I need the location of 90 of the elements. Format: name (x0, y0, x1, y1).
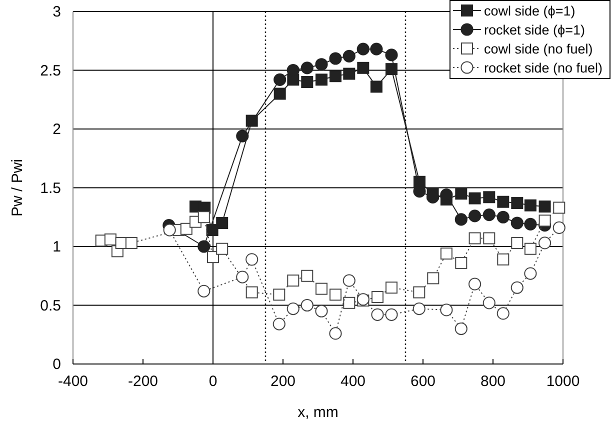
point (538, 200, 551, 213)
point (246, 286, 258, 298)
y-tick-label: 0.5 (40, 297, 61, 314)
point (371, 308, 384, 321)
y-axis-title: Pw / Pwi (9, 158, 26, 217)
point (455, 256, 468, 269)
legend-label: cowl side (ϕ=1) (484, 4, 576, 18)
point (274, 88, 286, 100)
point (427, 272, 440, 284)
x-tick-label: 800 (480, 373, 506, 390)
point (180, 222, 192, 235)
point (524, 242, 536, 255)
point (511, 197, 524, 210)
point (483, 232, 496, 244)
point (300, 298, 314, 312)
point (163, 224, 176, 236)
point (125, 236, 138, 249)
point (343, 296, 356, 309)
point (497, 196, 510, 208)
point (511, 236, 524, 249)
x-tick-label: -200 (128, 373, 158, 390)
legend-label: rocket side (no fuel) (484, 60, 603, 76)
point (386, 63, 398, 76)
point (553, 202, 566, 214)
x-axis-title: x, mm (298, 404, 338, 421)
point (286, 302, 300, 316)
point (468, 210, 482, 222)
point (412, 302, 426, 316)
point (510, 216, 524, 230)
point (385, 48, 398, 62)
point (552, 221, 566, 234)
x-tick-label: -400 (58, 373, 88, 390)
point (301, 76, 314, 88)
y-tick-label: 0 (52, 356, 61, 373)
point (287, 274, 300, 287)
point (524, 218, 537, 230)
x-tick-label: 0 (208, 373, 218, 390)
y-tick-label: 1.5 (40, 180, 61, 197)
point (301, 270, 314, 282)
point (329, 52, 342, 65)
point (510, 281, 524, 294)
point (315, 58, 328, 71)
point (524, 199, 536, 212)
point (497, 253, 510, 266)
point (236, 130, 249, 142)
y-tick-label: 1 (52, 238, 61, 256)
point (468, 278, 482, 290)
point (343, 68, 356, 80)
x-tick-label: 400 (340, 373, 366, 390)
point (482, 296, 496, 310)
point (300, 62, 314, 74)
point (315, 304, 328, 318)
legend-label: rocket side (ϕ=1) (484, 22, 585, 38)
point (468, 192, 481, 204)
point (482, 208, 496, 222)
point (455, 188, 468, 200)
point (216, 242, 228, 255)
x-tick-label: 600 (410, 373, 436, 390)
point (440, 248, 452, 260)
x-tick-label: 200 (270, 373, 296, 390)
point (216, 217, 228, 229)
point (274, 73, 286, 86)
point (198, 211, 210, 224)
point (370, 42, 383, 56)
point (330, 70, 342, 82)
point (440, 304, 453, 316)
point (273, 288, 286, 301)
point (272, 318, 286, 330)
x-tick-label: 1000 (546, 373, 580, 390)
point (496, 210, 510, 224)
point (370, 80, 382, 93)
point (236, 270, 249, 284)
point (316, 74, 328, 86)
point (342, 274, 356, 287)
point (454, 213, 468, 226)
legend-label: cowl side (no fuel) (484, 42, 593, 56)
point (356, 42, 370, 56)
y-tick-label: 2.5 (40, 62, 61, 80)
point (538, 214, 551, 227)
point (413, 286, 426, 298)
point (104, 233, 116, 246)
y-tick-label: 2 (52, 121, 61, 138)
point (198, 240, 210, 253)
point (246, 114, 258, 127)
y-tick-label: 3 (52, 4, 61, 20)
point (342, 50, 356, 62)
point (483, 191, 496, 204)
point (357, 62, 370, 74)
point (538, 236, 552, 250)
point (468, 232, 481, 244)
